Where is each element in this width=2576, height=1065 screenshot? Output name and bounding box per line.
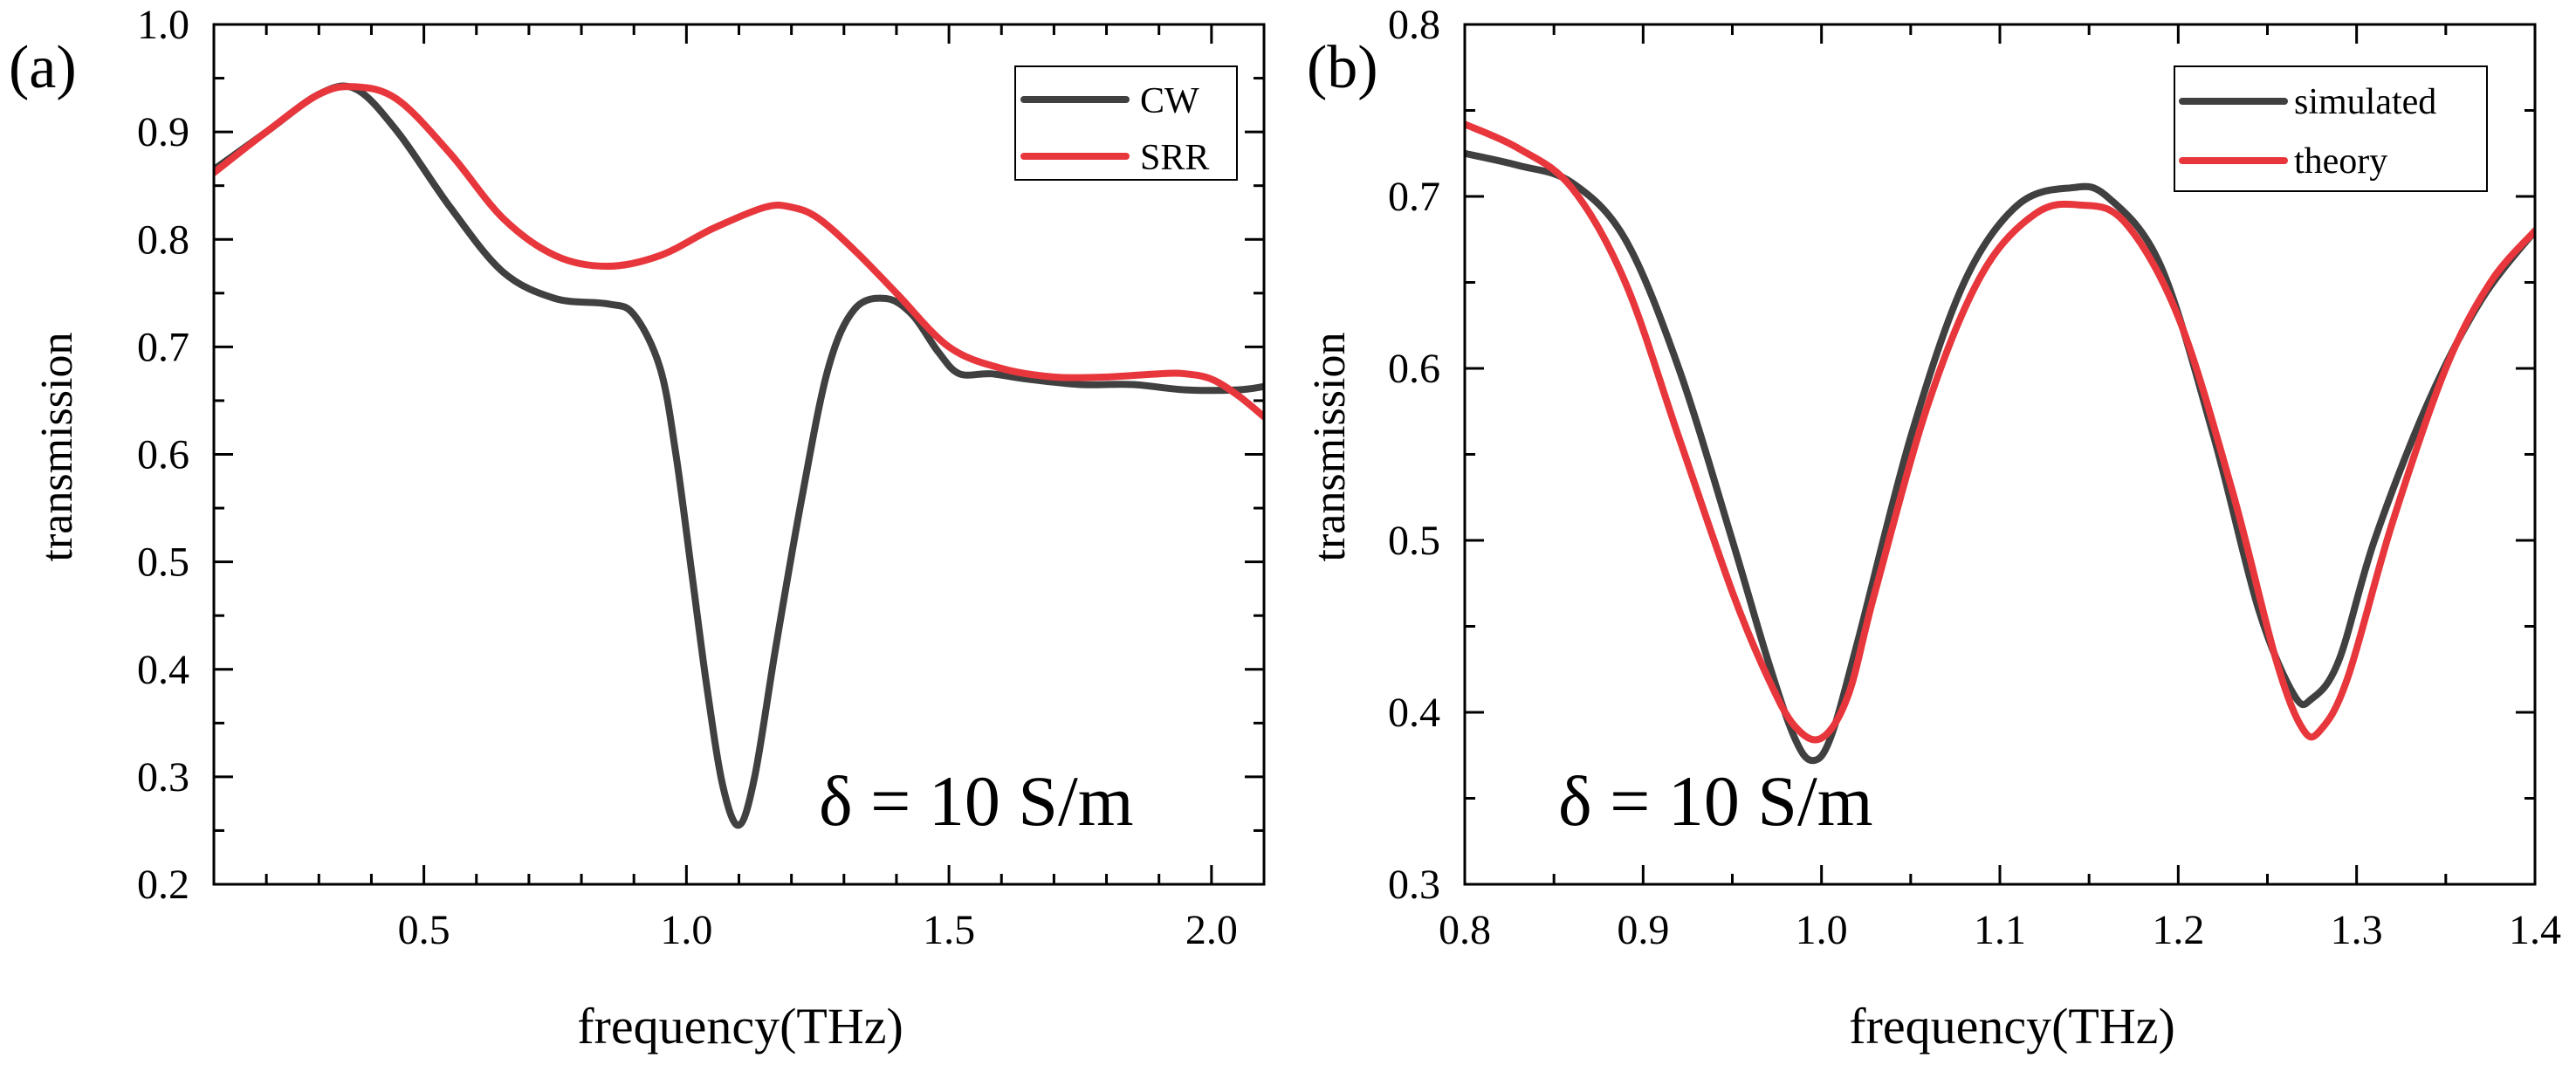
panel-b-ytick-label: 0.3 — [1388, 862, 1440, 908]
panel-a-xtick-label: 1.5 — [923, 907, 975, 953]
panel-b-xtick-label: 1.4 — [2509, 907, 2561, 953]
panel-a-legend: CW SRR — [1014, 65, 1238, 181]
panel-b-xtick-label: 0.8 — [1439, 907, 1491, 953]
panel-a-tick-labels: 0.5 1.0 1.5 2.0 0.2 0.3 0.4 0.5 0.6 0.7 0.8 0.9 1.0 — [137, 2, 1238, 953]
panel-a-ytick-label: 0.3 — [137, 754, 189, 800]
panel-a-xtick-label: 1.0 — [660, 907, 712, 953]
panel-b-annotation: δ = 10 S/m — [1558, 761, 1873, 841]
panel-a-ytick-label: 0.7 — [137, 324, 189, 370]
panel-b: (b) transmission frequency(THz) 0.8 0.9 1.… — [1305, 2, 2561, 1055]
panel-b-ytick-label: 0.6 — [1388, 346, 1440, 392]
panel-a-ytick-label: 0.5 — [137, 539, 189, 586]
panel-a-xlabel: frequency(THz) — [577, 998, 903, 1055]
panel-b-ytick-label: 0.7 — [1388, 174, 1440, 220]
panel-b-ytick-label: 0.5 — [1388, 518, 1440, 564]
panel-b-legend-label-theory: theory — [2294, 141, 2387, 182]
panel-a-plot-area — [214, 82, 1264, 829]
panel-a-label: (a) — [9, 34, 77, 101]
panel-b-legend-box — [2174, 65, 2488, 192]
panel-a-ytick-label: 0.6 — [137, 432, 189, 478]
panel-b-xtick-label: 1.0 — [1796, 907, 1848, 953]
panel-b-ytick-label: 0.8 — [1388, 2, 1440, 48]
panel-a-legend-label-cw: CW — [1140, 81, 1199, 121]
panel-b-legend-label-simulated: simulated — [2294, 82, 2436, 122]
panel-a-ytick-label: 0.4 — [137, 647, 189, 693]
panel-b-xtick-label: 0.9 — [1617, 907, 1669, 953]
panel-b-axes-frame — [1463, 23, 2537, 886]
panel-a-ytick-label: 1.0 — [137, 2, 189, 48]
panel-a-ytick-label: 0.2 — [137, 862, 189, 908]
panel-b-xtick-label: 1.1 — [1974, 907, 2026, 953]
panel-a-series-cw — [214, 82, 1264, 829]
panel-b-label: (b) — [1307, 34, 1378, 101]
panel-a-legend-box — [1014, 65, 1238, 181]
panel-b-ylabel: transmission — [1305, 333, 1355, 562]
panel-a-xtick-label: 0.5 — [398, 907, 450, 953]
panel-b-plot-area — [1465, 120, 2535, 765]
panel-b-xlabel: frequency(THz) — [1849, 998, 2175, 1055]
panel-a-ylabel: transmission — [32, 333, 82, 562]
panel-a: (a) transmission frequency(THz) 0.5 1.0 1.… — [9, 2, 1266, 1055]
panel-b-ytick-label: 0.4 — [1388, 690, 1440, 736]
panel-b-legend: simulated theory — [2174, 65, 2488, 192]
panel-a-series-srr — [214, 83, 1264, 421]
panel-a-ytick-label: 0.8 — [137, 216, 189, 263]
panel-a-annotation: δ = 10 S/m — [819, 761, 1134, 841]
panel-b-xtick-label: 1.2 — [2152, 907, 2204, 953]
panel-b-series-simulated — [1465, 149, 2535, 765]
panel-b-series-theory — [1465, 120, 2535, 744]
panel-a-xtick-label: 2.0 — [1185, 907, 1238, 953]
panel-a-legend-label-srr: SRR — [1140, 138, 1209, 178]
panel-b-xtick-label: 1.3 — [2331, 907, 2383, 953]
panel-a-axes-frame — [212, 23, 1266, 886]
panel-b-tick-labels: 0.8 0.9 1.0 1.1 1.2 1.3 1.4 0.3 0.4 0.5 0.6 0.7 0.8 — [1388, 2, 2561, 953]
panel-a-ytick-label: 0.9 — [137, 109, 189, 155]
